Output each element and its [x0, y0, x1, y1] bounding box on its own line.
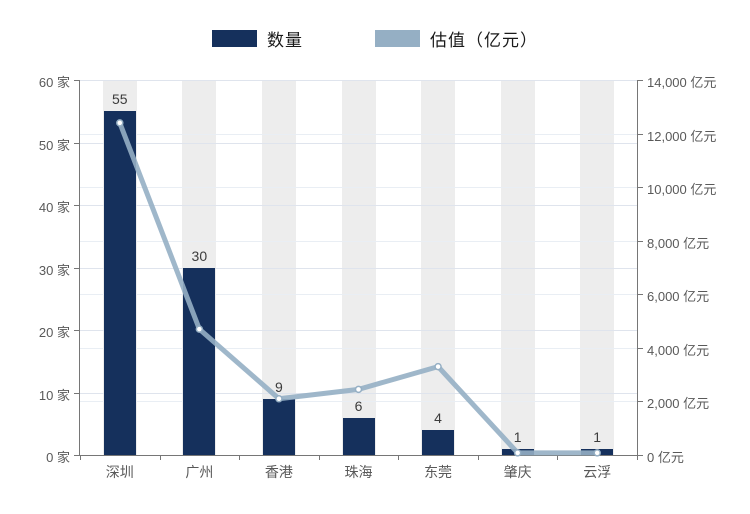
legend-label-quantity: 数量 — [267, 31, 303, 50]
right-axis-line — [637, 80, 638, 456]
gridline-left — [80, 205, 637, 206]
left-axis-tick-label: 40 家 — [38, 200, 70, 215]
x-axis-label: 广州 — [185, 464, 214, 480]
legend-item-valuation: 估值（亿元） — [375, 26, 538, 51]
bar — [342, 417, 375, 455]
right-axis-tick — [638, 80, 643, 81]
bar — [103, 111, 136, 455]
left-axis-tick — [74, 267, 79, 269]
legend: 数量 估值（亿元） — [0, 26, 750, 51]
bar-value-label: 55 — [111, 91, 128, 108]
bar — [581, 448, 614, 455]
gridline-right — [80, 294, 637, 296]
right-axis-tick-label: 6,000 亿元 — [647, 289, 710, 305]
bar-value-label: 30 — [191, 247, 208, 264]
left-axis-tick — [74, 80, 79, 81]
left-axis-tick-label: 50 家 — [38, 137, 70, 153]
x-axis-label: 肇庆 — [503, 464, 532, 480]
left-axis-tick-label: 60 家 — [38, 75, 70, 90]
bar-value-label: 6 — [354, 397, 363, 414]
right-axis-tick-label: 4,000 亿元 — [647, 342, 710, 358]
right-axis-tick — [638, 401, 643, 403]
left-axis-tick — [74, 392, 79, 394]
legend-item-quantity: 数量 — [212, 26, 303, 51]
x-axis-label: 香港 — [264, 464, 293, 480]
x-axis-tick — [239, 455, 241, 460]
left-axis-tick-label: 0 家 — [46, 450, 70, 465]
valuation-line-swatch — [375, 30, 420, 47]
left-axis-line — [79, 80, 80, 456]
x-axis-label: 东莞 — [424, 464, 453, 480]
x-axis-label: 珠海 — [344, 464, 373, 480]
legend-label-valuation: 估值（亿元） — [430, 31, 538, 50]
gridline-left — [80, 330, 637, 331]
right-axis-tick-label: 2,000 亿元 — [647, 396, 710, 412]
x-axis-tick — [398, 455, 400, 460]
left-axis-tick — [74, 142, 79, 144]
bar — [422, 430, 455, 455]
gridline-right — [80, 187, 637, 189]
right-axis-tick — [638, 240, 643, 242]
bar-value-label: 9 — [275, 378, 283, 395]
x-axis-label: 深圳 — [105, 464, 134, 480]
right-axis-tick — [638, 133, 643, 135]
x-axis-tick — [159, 455, 161, 460]
right-axis-tick-label: 0 亿元 — [647, 450, 684, 465]
x-axis-tick — [318, 455, 320, 460]
quantity-bar-swatch — [212, 30, 257, 47]
x-axis-tick — [637, 455, 638, 460]
gridline-right — [80, 133, 637, 135]
bar — [183, 267, 216, 455]
right-axis-tick-label: 8,000 亿元 — [647, 235, 710, 251]
right-axis-tick-label: 12,000 亿元 — [647, 128, 717, 144]
right-axis-tick — [638, 455, 643, 456]
bar-value-label: 1 — [593, 428, 602, 445]
x-axis-tick — [477, 455, 479, 460]
right-axis-tick — [638, 294, 643, 296]
bar-value-label: 4 — [434, 410, 442, 426]
gridline-left — [80, 267, 637, 269]
bar — [262, 398, 295, 455]
right-axis-tick-label: 14,000 亿元 — [647, 75, 717, 90]
bottom-axis-line — [79, 455, 638, 456]
bar-value-label: 1 — [513, 428, 522, 445]
left-axis-tick — [74, 205, 79, 206]
left-axis-tick-label: 10 家 — [38, 387, 70, 403]
gridline-left — [80, 392, 637, 394]
right-axis-tick — [638, 347, 643, 349]
left-axis-tick — [74, 330, 79, 331]
right-axis-tick — [638, 187, 643, 189]
bar — [501, 448, 534, 455]
left-axis-tick — [74, 455, 79, 456]
gridline-left — [80, 80, 637, 81]
gridline-right — [80, 347, 637, 349]
x-axis-label: 云浮 — [583, 464, 612, 480]
left-axis-tick-label: 30 家 — [38, 262, 70, 278]
gridline-right — [80, 240, 637, 242]
gridline-left — [80, 142, 637, 144]
right-axis-tick-label: 10,000 亿元 — [647, 182, 717, 198]
x-axis-tick — [557, 455, 559, 460]
x-axis-tick — [80, 455, 81, 460]
left-axis-tick-label: 20 家 — [38, 325, 70, 340]
